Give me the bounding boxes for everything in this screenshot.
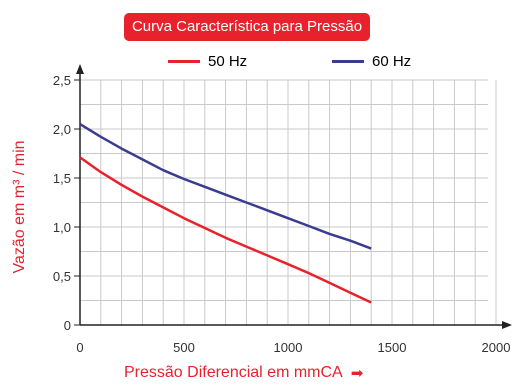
legend-item-50hz: 50 Hz <box>168 50 247 72</box>
legend-swatch-50hz <box>168 59 200 63</box>
series-line-60hz <box>79 123 372 250</box>
y-tick-label: 0 <box>64 318 71 333</box>
chart-title: Curva Característica para Pressão <box>124 13 370 41</box>
x-tick-label: 0 <box>76 340 83 355</box>
y-axis-arrowhead <box>76 64 84 74</box>
y-tick-label: 2,0 <box>53 122 71 137</box>
legend-item-60hz: 60 Hz <box>332 50 411 72</box>
legend-swatch-60hz <box>332 59 364 63</box>
legend-label-60hz: 60 Hz <box>372 52 412 70</box>
y-tick-label: 1,0 <box>53 220 71 235</box>
y-tick-label: 0,5 <box>53 269 71 284</box>
x-axis-label-wrapper: Pressão Diferencial em mmCA ➡ <box>124 364 363 382</box>
series-line-50hz <box>79 156 372 304</box>
x-axis-arrowhead <box>502 321 512 329</box>
x-tick-label: 1000 <box>274 340 303 355</box>
y-axis-label: Vazão em m³ / min <box>11 140 28 274</box>
y-tick-label: 2,5 <box>53 73 71 88</box>
x-tick-label: 1500 <box>378 340 407 355</box>
x-tick-label: 2000 <box>482 340 511 355</box>
x-axis-label: Pressão Diferencial em mmCA <box>124 364 343 381</box>
arrow-right-icon: ➡ <box>350 365 364 382</box>
legend-label-50hz: 50 Hz <box>208 52 248 70</box>
x-tick-label: 500 <box>173 340 195 355</box>
y-tick-label: 1,5 <box>53 171 71 186</box>
